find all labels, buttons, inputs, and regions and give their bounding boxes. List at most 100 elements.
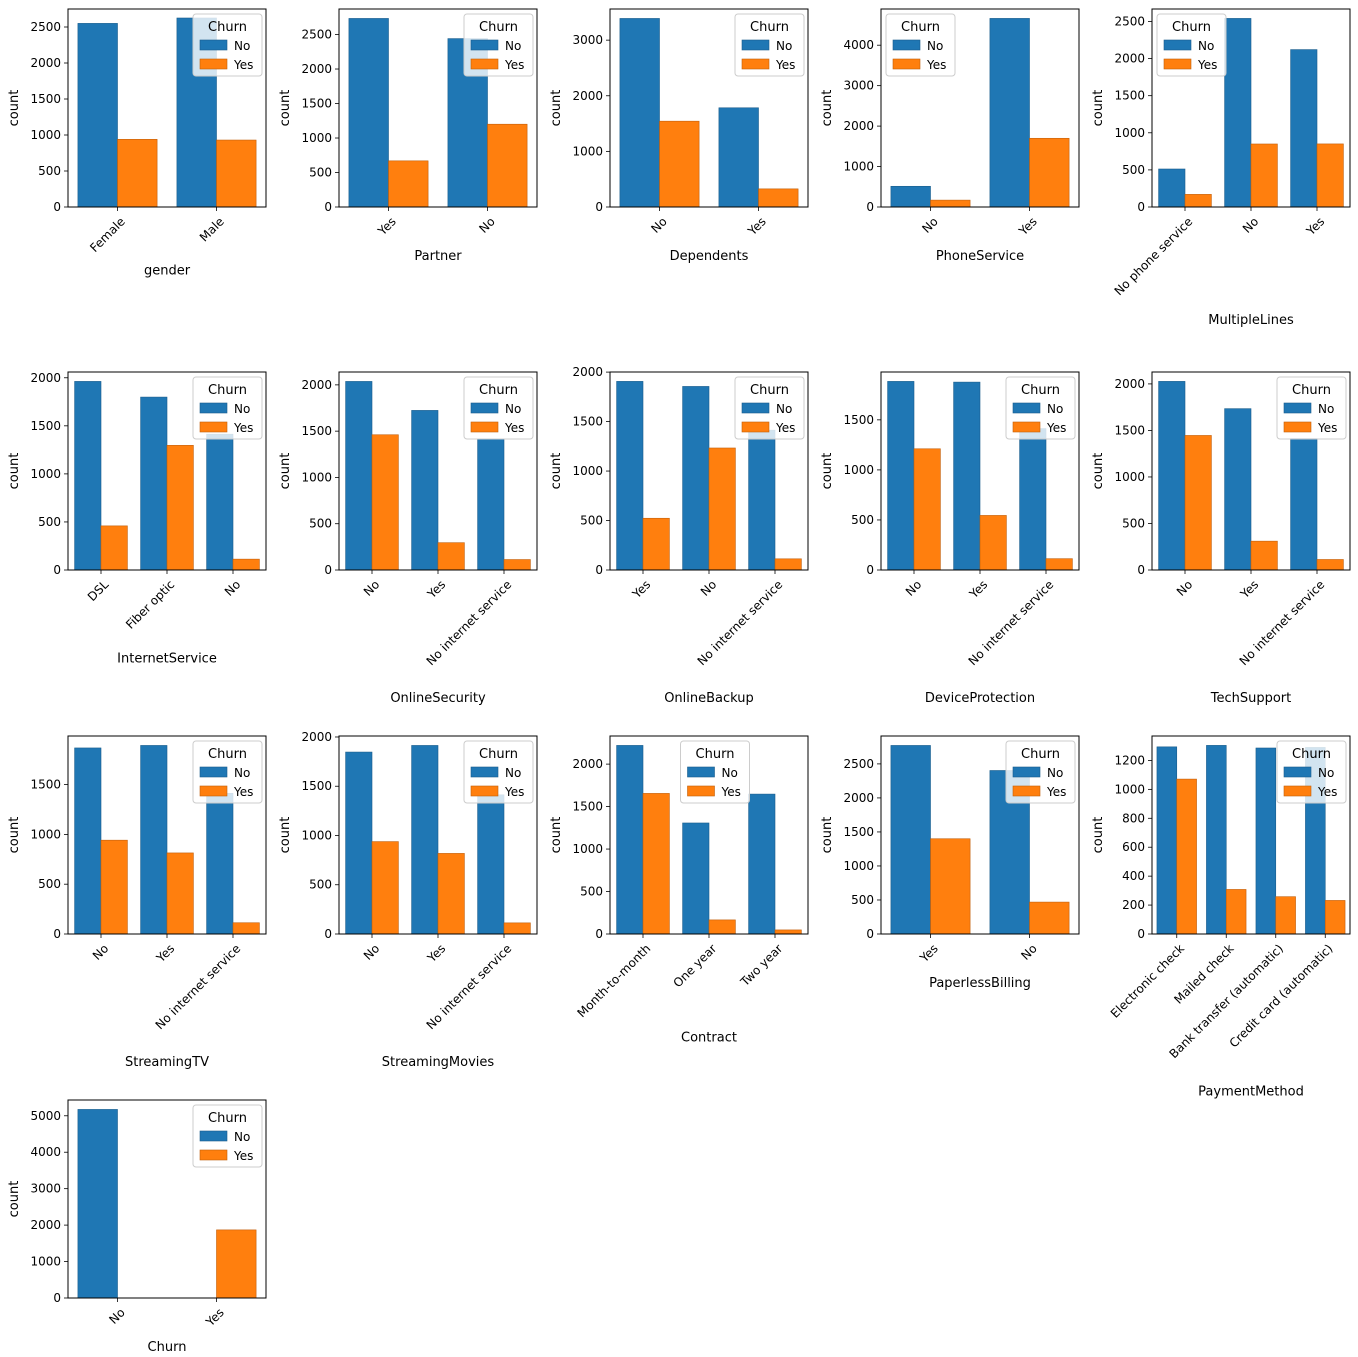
x-tick-label: No: [698, 577, 719, 598]
y-axis-label: count: [820, 453, 835, 490]
y-tick-label: 1200: [1114, 753, 1145, 767]
bar-Yes-Yes: [979, 515, 1007, 571]
x-tick-label: Yes: [1237, 577, 1261, 601]
y-tick-label: 1000: [843, 160, 874, 174]
axes-frame: [338, 8, 538, 208]
y-axis-label: count: [820, 90, 835, 127]
legend-label-No: No: [1318, 766, 1334, 780]
axes-frame: [1151, 735, 1351, 935]
y-tick-label: 1000: [572, 464, 603, 478]
y-tick-label: 0: [1137, 927, 1145, 941]
legend-title: Churn: [1292, 747, 1331, 762]
legend-swatch-No: [892, 39, 921, 51]
bar-No-Yes: [890, 745, 931, 935]
bar-Yes-No: [913, 448, 941, 571]
x-tick-label: Fiber optic: [123, 577, 177, 631]
bar-Yes-Bank transfer (automatic): [1275, 896, 1296, 935]
y-tick-label: 1000: [1114, 782, 1145, 796]
chart-Churn: No Yes010002000300040005000countChurnChur…: [7, 1099, 267, 1355]
legend-label-Yes: Yes: [1197, 58, 1217, 72]
x-axis-label: Dependents: [670, 249, 749, 264]
bar-No-No: [1224, 18, 1252, 208]
legend-swatch-Yes: [741, 58, 770, 70]
chart-Dependents: No Yes 0 1000 2000 3000 count Dependents Churn No…: [549, 8, 809, 264]
bar-Yes-DSL: [100, 525, 128, 571]
legend-swatch-No: [1012, 402, 1041, 414]
legend-label-Yes: Yes: [775, 421, 795, 435]
legend-label-No: No: [776, 39, 792, 53]
x-axis-label: PaperlessBilling: [929, 976, 1031, 991]
chart-gender: Female Male 0 500 1000 1500 2000 2500 count gende…: [7, 8, 267, 279]
legend-swatch-No: [199, 766, 228, 778]
bar-Yes-No: [1184, 435, 1212, 571]
legend: Churn No Yes: [463, 376, 534, 440]
x-tick-label: No: [1018, 941, 1039, 962]
axes-frame: [338, 371, 538, 571]
legend: Churn No Yes: [734, 13, 805, 77]
legend-swatch-No: [1012, 766, 1041, 778]
x-tick-label: No phone service: [1112, 214, 1196, 298]
legend-swatch-Yes: [1283, 785, 1312, 797]
x-tick-label: No: [903, 577, 924, 598]
y-tick-label: 1000: [1114, 126, 1145, 140]
legend-swatch-Yes: [1012, 421, 1041, 433]
y-tick-label: 500: [38, 515, 61, 529]
bar-Yes-No: [371, 434, 399, 571]
bar-No-No: [890, 185, 931, 208]
x-axis-label: OnlineBackup: [664, 691, 754, 706]
chart-PaperlessBilling: Yes No 0 500 1000 1500 2000 2500 count PaperlessB…: [820, 735, 1080, 991]
legend-swatch-No: [470, 402, 499, 414]
legend-label-Yes: Yes: [233, 421, 253, 435]
legend-swatch-Yes: [892, 58, 921, 70]
legend: Churn No Yes: [885, 13, 956, 77]
y-axis-label: count: [7, 90, 22, 127]
x-tick-label: One year: [671, 941, 720, 990]
x-tick-label: Yes: [424, 941, 448, 965]
bar-No-Yes: [140, 745, 168, 935]
bar-Yes-No: [930, 199, 971, 208]
bar-No-Yes: [1224, 408, 1252, 571]
legend-swatch-No: [199, 402, 228, 414]
y-tick-label: 500: [851, 893, 874, 907]
bar-Yes-No: [371, 841, 399, 935]
y-tick-label: 3000: [30, 1182, 61, 1196]
y-tick-label: 1000: [572, 144, 603, 158]
bar-No-No: [1158, 381, 1186, 571]
axes-frame: [1151, 8, 1351, 208]
x-axis-label: Contract: [681, 1030, 737, 1045]
legend-swatch-Yes: [199, 1149, 228, 1161]
bar-Yes-No internet service: [503, 922, 531, 935]
bar-Yes-Fiber optic: [166, 445, 194, 571]
legend-label-Yes: Yes: [504, 58, 524, 72]
x-axis-label: Churn: [148, 1340, 187, 1355]
legend-swatch-No: [1283, 766, 1312, 778]
chart-MultipleLines: No phone service No Yes 0 500 1000 1500 2000 250…: [1091, 8, 1351, 328]
bar-Yes-Yes: [1029, 137, 1070, 208]
bar-Yes-No: [100, 839, 128, 935]
legend-label-Yes: Yes: [926, 58, 946, 72]
y-tick-label: 800: [1122, 811, 1145, 825]
y-tick-label: 1000: [572, 842, 603, 856]
axes-frame: [880, 735, 1080, 935]
bar-No-No internet service: [206, 792, 234, 935]
y-tick-label: 4000: [30, 1145, 61, 1159]
legend: Churn No Yes: [1156, 13, 1227, 77]
y-tick-label: 1000: [30, 827, 61, 841]
legend: Churn No Yes: [1276, 740, 1347, 804]
legend-title: Churn: [208, 747, 247, 762]
axes-frame: [67, 371, 267, 571]
bar-No-No phone service: [1158, 168, 1186, 208]
y-tick-label: 500: [1122, 163, 1145, 177]
legend-swatch-Yes: [199, 421, 228, 433]
x-tick-label: No: [361, 941, 382, 962]
y-axis-label: count: [7, 1181, 22, 1218]
legend-label-No: No: [234, 1130, 250, 1144]
x-tick-label: Electronic check: [1108, 941, 1187, 1020]
bar-Yes-Yes: [437, 542, 465, 571]
chart-InternetService: DSL Fiber optic No 0 500 1000 1500 2000 count Int…: [7, 371, 267, 666]
y-tick-label: 2500: [301, 28, 332, 42]
legend-title: Churn: [750, 20, 789, 35]
x-tick-label: Yes: [1016, 214, 1040, 238]
